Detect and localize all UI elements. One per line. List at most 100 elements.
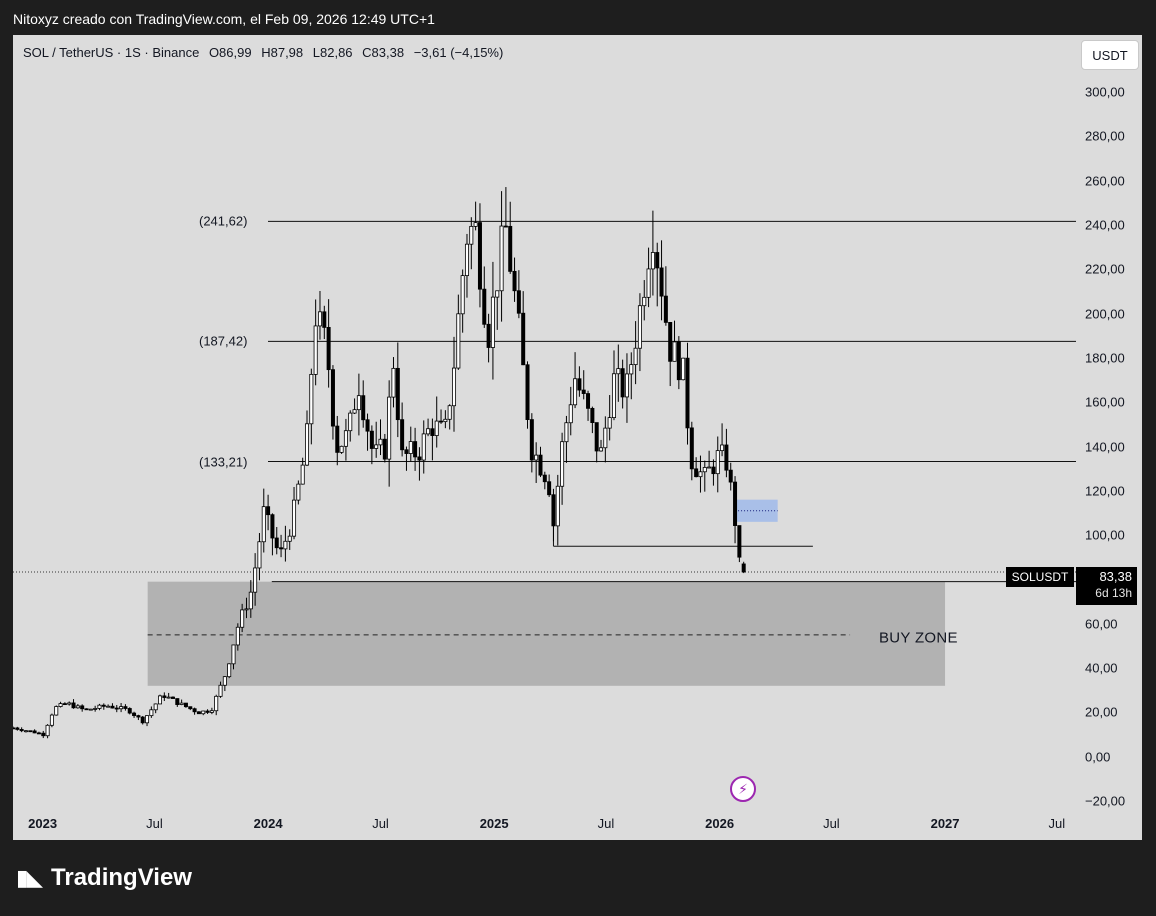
- candle-body: [192, 708, 197, 713]
- candle-body: [127, 708, 132, 714]
- candle-body: [279, 547, 284, 550]
- candle-body: [499, 225, 504, 292]
- y-tick-label: 100,00: [1085, 527, 1125, 543]
- candle-body: [646, 268, 651, 298]
- candle-body: [434, 420, 439, 436]
- chart-header-text: Nitoxyz creado con TradingView.com, el F…: [13, 11, 435, 27]
- candle-body: [261, 506, 266, 543]
- candle-body: [711, 466, 716, 475]
- candle-body: [374, 444, 379, 449]
- candles-layer: [13, 187, 746, 739]
- candle-body: [378, 438, 383, 446]
- candle-body: [15, 727, 20, 730]
- tradingview-brand-text: TradingView: [51, 864, 192, 891]
- candle-body: [516, 290, 521, 314]
- candle-body: [97, 704, 102, 709]
- candle-body: [464, 243, 469, 277]
- candle-body: [460, 275, 465, 315]
- candle-body: [689, 427, 694, 470]
- candle-body: [637, 305, 642, 349]
- candle-body: [551, 494, 556, 527]
- candle-body: [616, 368, 621, 375]
- candle-body: [715, 450, 720, 475]
- candle-body: [339, 445, 344, 453]
- candle-body: [534, 454, 539, 461]
- candle-body: [663, 295, 668, 323]
- candle-body: [676, 341, 681, 381]
- y-tick-label: 260,00: [1085, 173, 1125, 189]
- candle-body: [594, 422, 599, 452]
- candle-body: [413, 441, 418, 458]
- candle-body: [482, 288, 487, 325]
- candle-body: [387, 396, 392, 460]
- candle-body: [382, 438, 387, 460]
- candle-body: [521, 312, 526, 366]
- candle-body: [417, 456, 422, 461]
- candle-body: [469, 225, 474, 245]
- y-tick-label: 140,00: [1085, 439, 1125, 454]
- currency-button[interactable]: USDT: [1081, 40, 1139, 70]
- candle-body: [248, 591, 253, 610]
- candle-body: [175, 698, 180, 705]
- candle-body: [512, 270, 517, 292]
- y-tick-label: 220,00: [1085, 261, 1125, 277]
- lightning-alert-icon[interactable]: ⚡: [730, 776, 756, 802]
- candle-body: [538, 454, 543, 476]
- bar-countdown: 6d 13h: [1095, 586, 1132, 600]
- candle-body: [166, 696, 171, 699]
- buy-zone-label: BUY ZONE: [879, 629, 958, 647]
- candle-body: [542, 474, 547, 483]
- candle-body: [408, 441, 413, 454]
- candle-body: [158, 695, 163, 705]
- y-tick-label: 20,00: [1085, 704, 1118, 720]
- candle-body: [153, 703, 158, 711]
- candle-body: [292, 499, 297, 537]
- candle-body: [361, 395, 366, 421]
- x-tick-label: 2024: [253, 816, 283, 831]
- y-tick-label: 0,00: [1085, 749, 1111, 765]
- candle-body: [477, 222, 482, 290]
- level-price-label: (241,62): [199, 213, 248, 229]
- y-tick-label: 160,00: [1085, 394, 1125, 410]
- candle-body: [283, 540, 288, 550]
- chart-panel[interactable]: SOL / TetherUS · 1S · Binance O86,99 H87…: [13, 35, 1142, 840]
- chart-canvas[interactable]: [13, 35, 1142, 840]
- candle-body: [300, 464, 305, 485]
- candle-body: [274, 537, 279, 549]
- candle-body: [114, 707, 119, 710]
- candle-body: [132, 712, 137, 716]
- candle-body: [23, 730, 28, 733]
- candle-body: [196, 711, 201, 715]
- candle-body: [741, 563, 746, 573]
- candle-body: [119, 706, 124, 710]
- legend-change: −3,61 (−4,15%): [413, 45, 504, 60]
- candle-body: [222, 676, 227, 686]
- y-tick-label: −20,00: [1085, 793, 1126, 809]
- candle-body: [603, 427, 608, 449]
- candle-body: [179, 702, 184, 705]
- y-tick-label: 180,00: [1085, 350, 1125, 366]
- candle-body: [183, 702, 188, 708]
- tradingview-logo[interactable]: ▮◣ TradingView: [16, 864, 192, 892]
- candle-body: [201, 710, 206, 715]
- candle-body: [599, 447, 604, 452]
- candle-body: [395, 367, 400, 421]
- candle-body: [724, 444, 729, 471]
- x-tick-label: 2025: [479, 816, 509, 831]
- candle-body: [668, 321, 673, 362]
- candle-body: [36, 732, 41, 735]
- zone-layer: [147, 499, 946, 686]
- candle-body: [244, 608, 249, 611]
- candle-body: [737, 525, 742, 558]
- candle-body: [508, 225, 513, 272]
- candle-body: [547, 481, 552, 496]
- y-tick-label: 40,00: [1085, 660, 1118, 676]
- candle-body: [235, 626, 240, 646]
- candle-body: [581, 389, 586, 394]
- candle-body: [568, 404, 573, 424]
- ohlc-legend: SOL / TetherUS · 1S · Binance O86,99 H87…: [23, 45, 509, 60]
- candle-body: [287, 535, 292, 542]
- candle-body: [227, 663, 232, 678]
- candle-body: [439, 420, 444, 423]
- candle-body: [443, 418, 448, 423]
